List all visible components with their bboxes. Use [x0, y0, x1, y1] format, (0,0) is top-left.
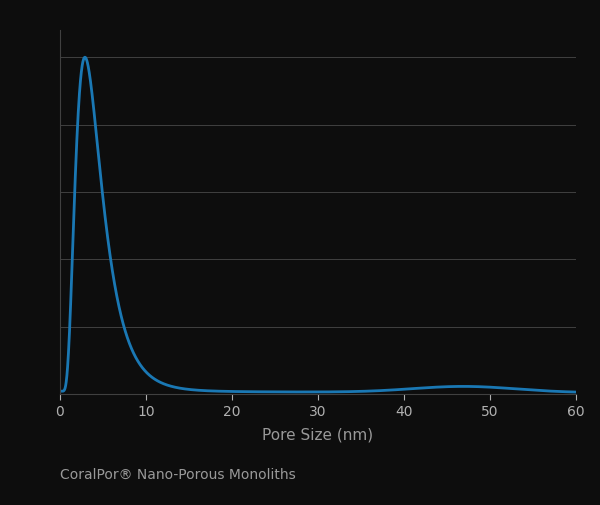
- X-axis label: Pore Size (nm): Pore Size (nm): [262, 427, 374, 442]
- Text: CoralPor® Nano-Porous Monoliths: CoralPor® Nano-Porous Monoliths: [60, 468, 296, 482]
